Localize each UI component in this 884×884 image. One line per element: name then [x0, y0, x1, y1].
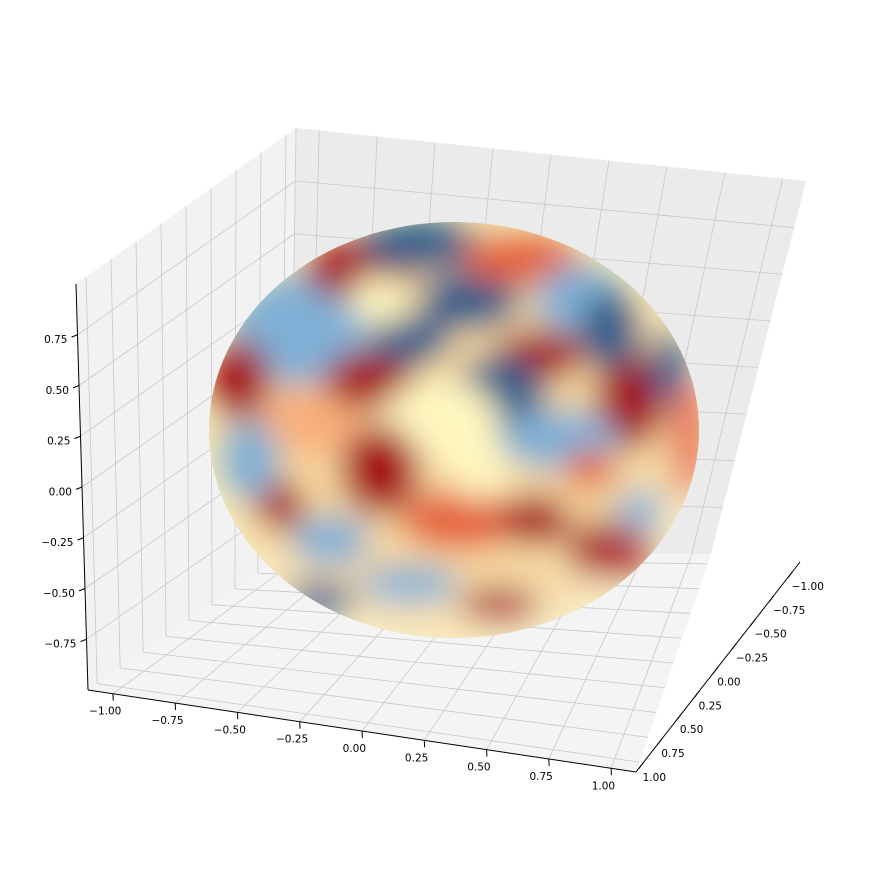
left-back-pane [76, 128, 296, 690]
z-axis-tick [78, 588, 86, 592]
x-axis-label: 0.75 [529, 771, 552, 783]
back-gridline-z [295, 180, 795, 229]
z-axis-label: 0.00 [49, 486, 72, 498]
x-axis-label: −0.25 [276, 734, 308, 746]
x-axis-label: 1.00 [592, 780, 615, 792]
y-axis-tick [656, 738, 663, 746]
z-axis-label: −0.75 [44, 639, 76, 651]
y-axis-tick [675, 714, 682, 722]
y-axis-label: 0.50 [680, 724, 703, 736]
x-axis-label: 0.25 [405, 752, 428, 764]
x-axis-label: −0.50 [214, 724, 246, 736]
floor-gridline-y [166, 635, 666, 689]
floor-gridline-y [188, 620, 674, 664]
y-axis-label: 0.75 [661, 748, 684, 760]
z-axis-tick [74, 435, 81, 440]
z-axis-tick [80, 638, 87, 643]
y-axis-tick [638, 762, 644, 770]
y-axis-label: −1.00 [792, 581, 824, 593]
y-axis-label: −0.25 [736, 653, 768, 665]
z-axis-label: 0.50 [46, 385, 69, 397]
x-axis-label: −1.00 [89, 706, 121, 718]
y-axis-label: 0.00 [717, 676, 740, 688]
floor-gridline-y [120, 667, 648, 738]
y-axis-tick [768, 595, 775, 603]
sphere-surface [209, 222, 699, 638]
floor-gridline-y [97, 683, 640, 763]
z-axis-label: 0.75 [44, 334, 67, 346]
z-axis-label: −0.50 [43, 588, 75, 600]
z-axis-tick [77, 537, 84, 541]
y-axis-tick [787, 571, 793, 579]
floor-gridline-y [143, 651, 657, 713]
x-axis-label: −0.75 [151, 715, 183, 727]
left-gridline-z [78, 233, 295, 386]
y-axis-tick [712, 666, 719, 674]
x-axis-label: 0.00 [343, 743, 366, 755]
z-axis-label: −0.25 [41, 537, 73, 549]
z-axis-tick [72, 385, 80, 389]
axis-ticks [71, 334, 793, 776]
left-gridline-z [77, 180, 296, 336]
y-axis-label: −0.50 [754, 629, 786, 641]
y-axis-tick [731, 642, 738, 650]
y-axis-tick [750, 618, 756, 626]
y-axis-label: 1.00 [643, 772, 666, 784]
y-axis-label: −0.75 [773, 605, 805, 617]
z-axis-tick [71, 334, 78, 338]
x-axis-label: 0.50 [467, 762, 490, 774]
z-axis-label: 0.25 [47, 436, 70, 448]
y-axis-label: 0.25 [699, 700, 722, 712]
z-axis-tick [75, 486, 83, 490]
y-axis-tick [694, 690, 700, 698]
axis-tick-labels: −1.00 −0.75 −0.50 −0.25 0.00 0.25 0.50 0.75 1.00… [41, 334, 824, 792]
